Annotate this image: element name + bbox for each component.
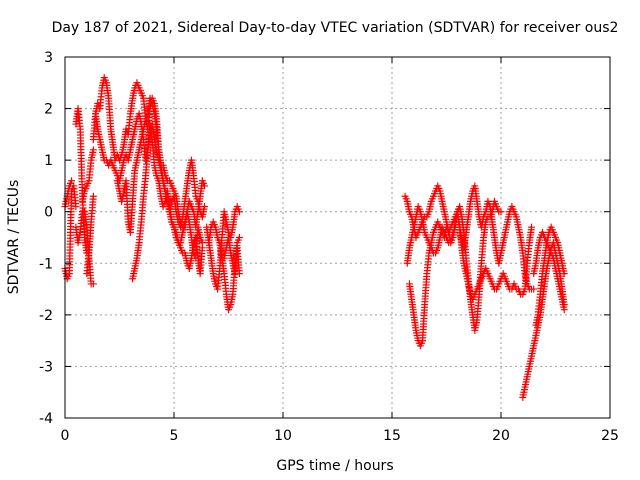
data-point — [72, 203, 80, 211]
series-seg-m — [220, 234, 243, 278]
x-tick-label: 0 — [61, 428, 70, 444]
data-point — [68, 177, 76, 185]
x-tick-label: 15 — [383, 428, 401, 444]
axis-ticks: 0 5 10 15 20 25 -4 -3 -2 -1 0 1 2 3 — [39, 50, 619, 444]
data-point — [201, 203, 209, 211]
y-tick-label: 0 — [44, 205, 53, 221]
data-point — [201, 182, 209, 190]
y-tick-label: 3 — [44, 50, 53, 66]
y-tick-label: -3 — [39, 359, 53, 375]
y-tick-label: -1 — [39, 256, 53, 272]
data-points — [61, 74, 568, 401]
y-tick-label: 2 — [44, 102, 53, 118]
series-seg-j — [129, 120, 206, 283]
series-seg-p — [405, 197, 505, 350]
data-point — [89, 192, 97, 200]
data-point — [497, 208, 505, 216]
data-point — [89, 146, 97, 154]
data-point — [530, 285, 538, 293]
x-tick-label: 20 — [492, 428, 510, 444]
data-point — [560, 270, 568, 278]
y-tick-label: -2 — [39, 308, 53, 324]
series-seg-e — [78, 146, 97, 205]
data-point — [528, 223, 536, 231]
series-seg-o — [403, 203, 536, 303]
series-seg-s — [532, 223, 568, 329]
chart-title: Day 187 of 2021, Sidereal Day-to-day VTE… — [52, 20, 619, 36]
y-tick-label: 1 — [44, 153, 53, 169]
data-point — [235, 234, 243, 241]
y-axis-label: SDTVAR / TECUs — [6, 180, 22, 295]
series-seg-b — [61, 177, 76, 211]
data-point — [560, 306, 568, 314]
x-axis-label: GPS time / hours — [276, 458, 393, 474]
series-seg-r — [530, 228, 568, 314]
x-tick-label: 25 — [601, 428, 619, 444]
plot-frame — [64, 56, 611, 419]
data-point — [235, 270, 243, 278]
x-tick-label: 10 — [274, 428, 292, 444]
series-seg-f — [83, 192, 97, 278]
data-point — [89, 280, 97, 288]
data-point — [198, 244, 206, 252]
x-tick-label: 5 — [170, 428, 179, 444]
data-point — [235, 208, 243, 216]
y-tick-label: -4 — [39, 411, 53, 427]
